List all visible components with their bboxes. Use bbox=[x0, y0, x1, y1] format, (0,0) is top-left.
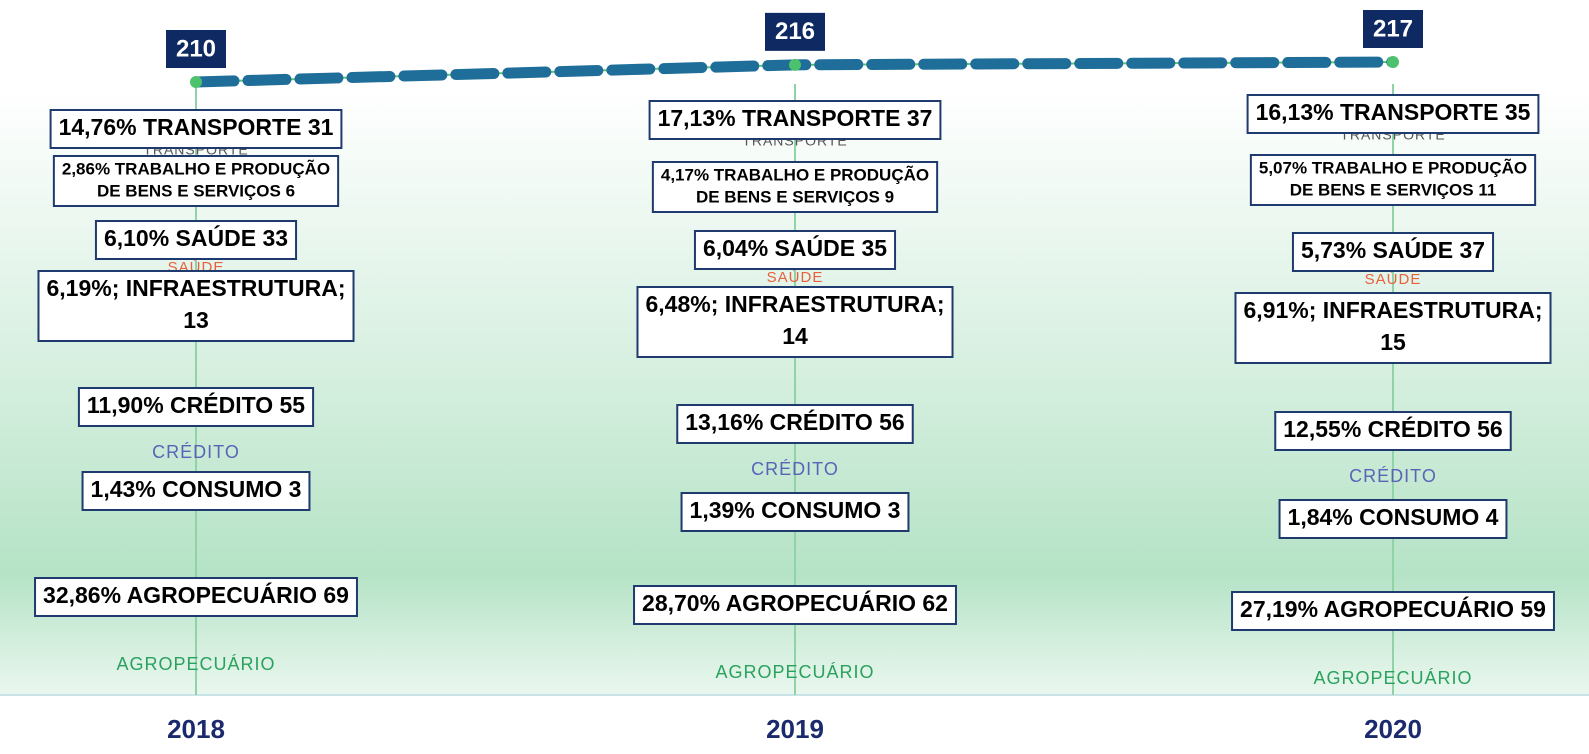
category-box: 16,13% TRANSPORTE 35 bbox=[1248, 95, 1539, 133]
box-label: DE BENS E SERVIÇOS 6 bbox=[97, 181, 295, 200]
box-label: 5,73% SAÚDE 37 bbox=[1301, 236, 1485, 263]
point bbox=[190, 76, 202, 88]
box-label: 6,91%; INFRAESTRUTURA; bbox=[1243, 297, 1542, 323]
icon-label: SAÚDE bbox=[1365, 271, 1422, 288]
x-tick-label: 2018 bbox=[167, 714, 225, 744]
box-label: 1,84% CONSUMO 4 bbox=[1288, 504, 1499, 530]
category-box: 6,48%; INFRAESTRUTURA; 14 bbox=[637, 287, 952, 357]
chart: 2102018TRANSPORTESAÚDECRÉDITOAGROPECUÁRI… bbox=[0, 0, 1589, 754]
category-box: 13,16% CRÉDITO 56 bbox=[677, 405, 912, 443]
icon-label: CRÉDITO bbox=[751, 459, 839, 479]
category-box: 1,84% CONSUMO 4 bbox=[1280, 500, 1507, 538]
box-label: 27,19% AGROPECUÁRIO 59 bbox=[1240, 595, 1546, 622]
category-box: 5,73% SAÚDE 37 bbox=[1293, 233, 1493, 271]
category-box: 6,04% SAÚDE 35 bbox=[695, 231, 895, 269]
x-tick-label: 2020 bbox=[1364, 714, 1422, 744]
box-label: 15 bbox=[1380, 329, 1406, 355]
category-box: 14,76% TRANSPORTE 31 bbox=[51, 110, 342, 148]
box-label: 2,86% TRABALHO E PRODUÇÃO bbox=[62, 158, 330, 178]
x-tick-label: 2019 bbox=[766, 714, 824, 744]
box-label: 6,48%; INFRAESTRUTURA; bbox=[645, 291, 944, 317]
category-box: 6,91%; INFRAESTRUTURA; 15 bbox=[1235, 293, 1550, 363]
point bbox=[789, 59, 801, 71]
category-box: 12,55% CRÉDITO 56 bbox=[1275, 412, 1510, 450]
box-label: 28,70% AGROPECUÁRIO 62 bbox=[642, 589, 948, 616]
box-label: 14 bbox=[782, 323, 808, 349]
category-box: 5,07% TRABALHO E PRODUÇÃO DE BENS E SERVI… bbox=[1251, 155, 1535, 205]
box-label: 4,17% TRABALHO E PRODUÇÃO bbox=[661, 164, 929, 184]
category-box: 4,17% TRABALHO E PRODUÇÃO DE BENS E SERVI… bbox=[653, 162, 937, 212]
icon-label: AGROPECUÁRIO bbox=[715, 662, 874, 682]
category-box: 6,10% SAÚDE 33 bbox=[96, 221, 296, 259]
box-label: 14,76% TRANSPORTE 31 bbox=[59, 114, 334, 140]
box-label: DE BENS E SERVIÇOS 11 bbox=[1290, 180, 1497, 199]
category-box: 28,70% AGROPECUÁRIO 62 bbox=[634, 586, 956, 624]
box-label: 11,90% CRÉDITO 55 bbox=[87, 391, 305, 418]
category-box: 17,13% TRANSPORTE 37 bbox=[650, 101, 941, 139]
category-box: 1,39% CONSUMO 3 bbox=[682, 493, 909, 531]
box-label: 6,04% SAÚDE 35 bbox=[703, 234, 887, 261]
box-label: 1,39% CONSUMO 3 bbox=[690, 497, 901, 523]
category-box: 6,19%; INFRAESTRUTURA; 13 bbox=[38, 271, 353, 341]
icon-label: AGROPECUÁRIO bbox=[1313, 668, 1472, 688]
box-label: DE BENS E SERVIÇOS 9 bbox=[696, 187, 894, 206]
category-box: 2,86% TRABALHO E PRODUÇÃO DE BENS E SERVI… bbox=[54, 156, 338, 206]
box-label: 32,86% AGROPECUÁRIO 69 bbox=[43, 581, 349, 608]
point bbox=[1387, 56, 1399, 68]
category-box: 1,43% CONSUMO 3 bbox=[83, 472, 310, 510]
box-label: 12,55% CRÉDITO 56 bbox=[1283, 415, 1502, 442]
category-box: 27,19% AGROPECUÁRIO 59 bbox=[1232, 592, 1554, 630]
box-label: 6,10% SAÚDE 33 bbox=[104, 224, 288, 251]
box-label: 13,16% CRÉDITO 56 bbox=[685, 408, 904, 435]
box-label: 5,07% TRABALHO E PRODUÇÃO bbox=[1259, 157, 1527, 177]
total-label: 217 bbox=[1373, 15, 1413, 42]
icon-label: AGROPECUÁRIO bbox=[116, 654, 275, 674]
box-label: 13 bbox=[183, 307, 209, 333]
total-label: 216 bbox=[775, 18, 815, 45]
box-label: 17,13% TRANSPORTE 37 bbox=[658, 105, 933, 131]
box-label: 6,19%; INFRAESTRUTURA; bbox=[46, 275, 345, 301]
box-label: 16,13% TRANSPORTE 35 bbox=[1256, 99, 1531, 125]
icon-label: SAÚDE bbox=[767, 269, 824, 286]
category-box: 11,90% CRÉDITO 55 bbox=[79, 388, 313, 426]
icon-label: CRÉDITO bbox=[1349, 466, 1437, 486]
icon-label: CRÉDITO bbox=[152, 442, 240, 462]
box-label: 1,43% CONSUMO 3 bbox=[91, 476, 302, 502]
total-label: 210 bbox=[176, 35, 216, 62]
category-box: 32,86% AGROPECUÁRIO 69 bbox=[35, 578, 357, 616]
